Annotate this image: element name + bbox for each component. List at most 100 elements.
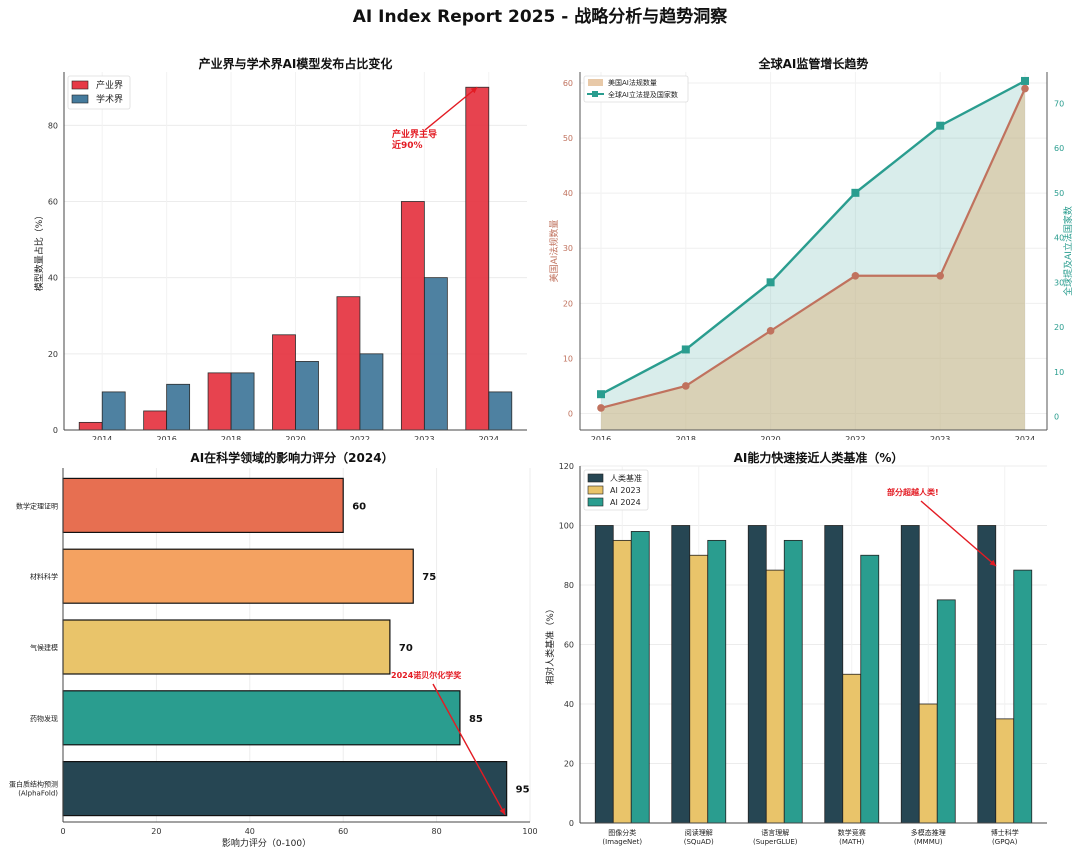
- y-left-tick-label: 10: [563, 354, 573, 363]
- x-tick-label: 2014: [92, 435, 112, 440]
- us-point: [1021, 84, 1029, 93]
- y-right-tick-label: 30: [1054, 278, 1064, 287]
- x-tick-label: 语言理解(SuperGLUE): [753, 828, 798, 846]
- value-label: 95: [516, 785, 530, 796]
- value-label: 75: [422, 572, 436, 583]
- y-right-tick-label: 20: [1054, 323, 1064, 332]
- legend: 人类基准 AI 2023 AI 2024: [583, 469, 649, 511]
- global-point: [681, 345, 690, 354]
- value-label: 60: [352, 501, 366, 512]
- annotation-arrow: [432, 683, 506, 815]
- global-point: [766, 278, 775, 287]
- bar-ai-2024: [783, 539, 803, 824]
- x-tick-label: 数学竞赛(MATH): [838, 828, 866, 846]
- bar-human: [824, 525, 844, 824]
- annotation-arrow: [920, 500, 997, 567]
- us-point: [682, 382, 690, 390]
- x-tick-label: 2020: [285, 435, 305, 440]
- y-axis-label: 模型数量占比（%）: [33, 211, 45, 292]
- x-tick-label: 阅读理解(SQuAD): [684, 828, 714, 846]
- value-label: 85: [469, 714, 483, 725]
- science-impact-chart: AI在科学领域的影响力评分（2024） 0 20 40 60 80 100 60 数学定理证明 7…: [9, 450, 538, 849]
- global-point: [936, 121, 945, 130]
- x-tick-label: 博士科学(GPQA): [991, 828, 1019, 846]
- legend-swatch: [71, 94, 89, 104]
- us-point: [597, 404, 605, 412]
- annotation-arrow: [424, 86, 478, 131]
- global-point: [851, 188, 860, 197]
- x-tick-label: 2023: [930, 435, 950, 440]
- us-point: [766, 327, 775, 335]
- x-tick-label: 2016: [591, 435, 611, 440]
- y-left-tick-label: 30: [563, 244, 573, 253]
- bar-ai-2023: [612, 539, 632, 824]
- bar-ai-2024: [1013, 569, 1033, 824]
- x-tick-label: 2024: [479, 435, 499, 440]
- legend-marker: [592, 91, 598, 97]
- y-right-axis-label: 全球提及AI立法国家数: [1062, 206, 1074, 296]
- y-left-tick-label: 60: [563, 79, 573, 88]
- impact-bar: [62, 690, 461, 746]
- legend-swatch: [71, 80, 89, 90]
- bar-ai-2024: [707, 539, 727, 824]
- industry-academia-chart: 产业界与学术界AI模型发布占比变化 0 20 40 60 80 2014 2016 2018 20…: [33, 56, 527, 440]
- us-point: [936, 271, 944, 280]
- bar-ai-2023: [918, 703, 938, 824]
- annotation-text: 部分超越人类!: [887, 487, 939, 497]
- x-tick-label: 2020: [760, 435, 780, 440]
- y-tick-label: 80: [564, 581, 574, 590]
- y-left-tick-label: 0: [568, 409, 573, 418]
- y-tick-label: 材料科学: [30, 572, 58, 581]
- legend-label: 全球AI立法提及国家数: [608, 90, 678, 99]
- x-tick-label: 0: [60, 827, 65, 836]
- legend-swatch: [587, 473, 604, 483]
- x-tick-label: 2016: [156, 435, 176, 440]
- x-tick-label: 100: [522, 827, 537, 836]
- y-left-axis-label: 美国AI法规数量: [548, 220, 560, 283]
- legend-label: 美国AI法规数量: [608, 78, 657, 87]
- bar-ai-2023: [689, 554, 709, 824]
- bar-ai-2024: [860, 554, 880, 824]
- x-tick-label: 图像分类(ImageNet): [602, 828, 642, 846]
- bar-ai-2023: [842, 673, 862, 824]
- value-label: 70: [399, 643, 413, 654]
- bar-ai-2024: [630, 531, 650, 824]
- x-tick-label: 2022: [845, 435, 865, 440]
- x-axis-label: 影响力评分（0-100）: [222, 837, 311, 849]
- y-tick-label: 60: [48, 197, 58, 206]
- y-right-tick-label: 10: [1054, 368, 1064, 377]
- y-axis-label: 相对人类基准（%）: [544, 604, 556, 685]
- us-point: [851, 271, 860, 280]
- legend-label: 学术界: [96, 93, 123, 105]
- legend-box: [583, 75, 689, 103]
- bar-human: [977, 525, 997, 824]
- bar-human: [594, 525, 614, 824]
- x-tick-label: 40: [245, 827, 255, 836]
- bar-ai-2024: [936, 599, 956, 824]
- y-tick-label: 0: [569, 819, 574, 828]
- bar-human: [747, 525, 767, 824]
- y-tick-label: 40: [564, 700, 574, 709]
- bar-ai-2023: [765, 569, 785, 824]
- x-tick-label: 2018: [676, 435, 696, 440]
- global-point: [597, 390, 605, 399]
- y-tick-label: 0: [53, 426, 58, 435]
- x-tick-label: 20: [151, 827, 161, 836]
- y-tick-label: 40: [48, 274, 58, 283]
- y-tick-label: 80: [48, 121, 58, 130]
- y-tick-label: 数学定理证明: [16, 501, 58, 510]
- us-line: [600, 88, 1027, 410]
- impact-bar: [62, 548, 414, 604]
- chart-title: 产业界与学术界AI模型发布占比变化: [199, 56, 393, 71]
- y-tick-label: 20: [48, 350, 58, 359]
- y-left-tick-label: 50: [563, 134, 573, 143]
- y-right-tick-label: 60: [1054, 144, 1064, 153]
- y-left-tick-label: 40: [563, 189, 573, 198]
- x-tick-label: 2022: [350, 435, 370, 440]
- x-tick-label: 2018: [221, 435, 241, 440]
- legend-swatch: [587, 497, 604, 507]
- annotation-text: 产业界主导近90%: [392, 128, 437, 151]
- bar-human: [671, 525, 691, 824]
- y-tick-label: 蛋白质结构预测(AlphaFold): [9, 780, 58, 798]
